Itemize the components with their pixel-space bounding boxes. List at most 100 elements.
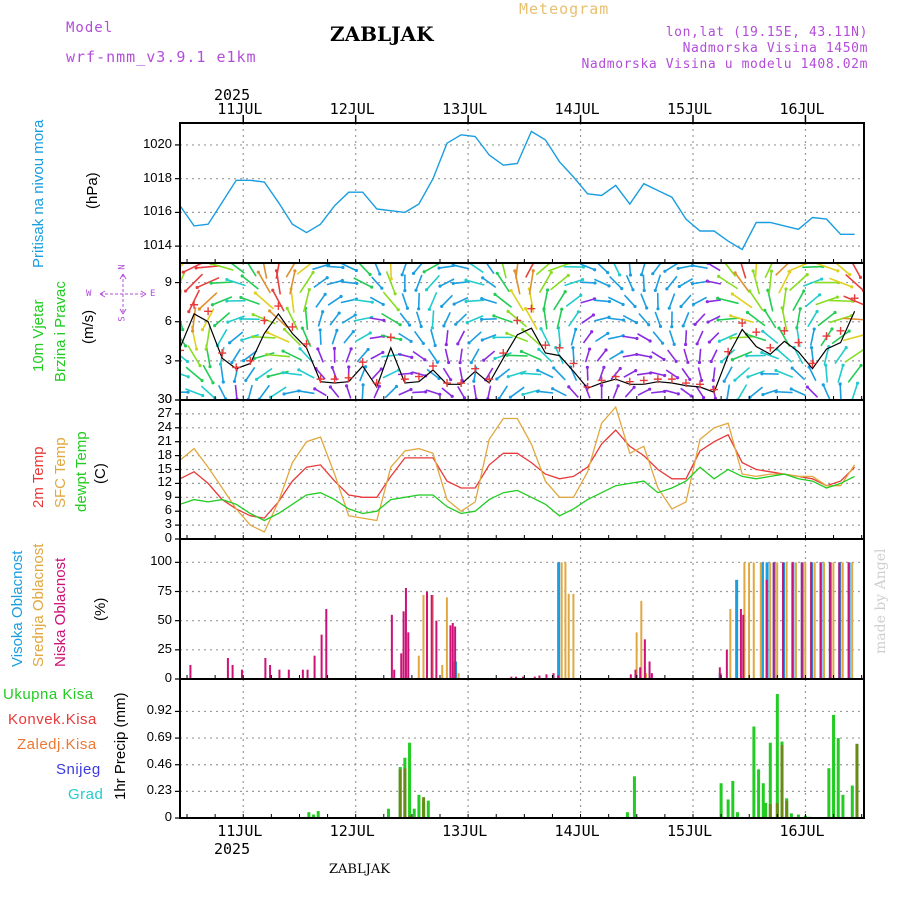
wind-gust-marker [330, 375, 339, 384]
wind-arrow [241, 275, 259, 290]
wind-arrow [762, 330, 779, 345]
day-label: 13JUL [442, 100, 488, 118]
cloud-bar [422, 595, 425, 679]
wind-arrow [608, 334, 624, 340]
cloud-bar [435, 620, 438, 679]
wind-arrow-head [833, 310, 837, 315]
wind-arrow [381, 312, 401, 326]
wind-arrow-head [663, 373, 667, 378]
wind-arrow-head [480, 296, 484, 301]
wind-arrow [553, 291, 566, 311]
wind-arrow [412, 263, 424, 274]
wind-arrow [680, 294, 692, 308]
cloud-bar [451, 623, 454, 679]
wind-arrow-head [688, 377, 692, 382]
wind-arrow [719, 332, 738, 342]
cloud-bar [810, 562, 813, 679]
footer-city: ZABLJAK [329, 862, 390, 877]
wind-arrow-head [653, 288, 657, 292]
ytick-label: 0.69 [146, 729, 172, 745]
wind-arrow [628, 263, 632, 276]
wind-arrow [842, 317, 864, 321]
wind-arrow [636, 372, 651, 376]
wind-arrow-head [628, 273, 633, 277]
ytick-label: 18 [157, 446, 172, 462]
wind-arrow-head [729, 314, 733, 318]
wind-arrow [796, 327, 801, 348]
wind-arrow [341, 314, 356, 324]
wind-arrow-head [480, 338, 484, 342]
year-label-top: 2025 [214, 86, 251, 104]
wind-arrow [205, 325, 211, 350]
wind-gust-marker [836, 326, 845, 335]
wind-arrow-head [649, 355, 653, 359]
wind-arrow [214, 312, 231, 327]
ytick-label: 6 [164, 312, 172, 328]
wind-arrow-head [761, 392, 765, 397]
wind-arrow-head [464, 278, 468, 282]
wind-arrow-head [670, 325, 674, 329]
wind-arrow [466, 314, 484, 324]
wind-arrow-head [606, 270, 610, 275]
cloud-bar [441, 665, 444, 679]
wind-arrow-head [379, 367, 383, 371]
wind-arrow [494, 293, 513, 308]
wind-arrow-head [769, 269, 774, 273]
wind-arrow-head [190, 329, 195, 333]
wind-arrow-head [676, 392, 680, 396]
wind-arrow [696, 330, 704, 345]
wind-arrow-head [381, 350, 385, 355]
cloud-bar [430, 595, 433, 679]
wind-gust-marker [274, 302, 283, 311]
wind-arrow-head [647, 323, 651, 327]
wind-arrow [607, 317, 624, 321]
wind-arrow-head [506, 309, 510, 313]
wind-arrow [749, 386, 764, 398]
cloud-bar [264, 658, 267, 679]
wind-gust-marker [372, 379, 381, 388]
wind-arrow-head [422, 270, 426, 274]
wind-arrow-head [361, 383, 365, 387]
ytick-label: 3 [164, 516, 172, 532]
wind-arrow-head [335, 328, 339, 332]
precip-bar [386, 808, 390, 818]
wind-arrow-head [437, 266, 441, 270]
wind-arrow-head [260, 254, 263, 257]
precip-bar [426, 800, 430, 818]
ytick-label: 0 [164, 809, 172, 824]
wind-arrow-head [458, 361, 462, 365]
cloud-bar [650, 673, 653, 679]
pressure-line [180, 130, 855, 251]
wind-arrow-head [579, 293, 583, 297]
wind-arrow [829, 277, 853, 288]
wind-arrow-head [493, 292, 497, 296]
wind-arrow [312, 263, 329, 271]
wind-gust-marker [653, 375, 662, 384]
cloud-bar [189, 665, 192, 679]
wind-arrow-head [493, 356, 497, 361]
wind-arrow [622, 335, 638, 340]
cloud-bar [404, 588, 407, 679]
wind-arrow [482, 277, 497, 288]
wind-arrow [369, 335, 384, 340]
wind-arrow-head [307, 287, 311, 292]
wind-arrow [481, 297, 497, 304]
wind-arrow-head [509, 288, 513, 293]
ytick-label: 0 [164, 530, 172, 545]
wind-arrow [283, 328, 301, 346]
wind-arrow-head [268, 309, 272, 313]
wind-gust-marker [597, 376, 606, 385]
wind-arrow [231, 348, 242, 363]
wind-arrow-head [321, 310, 325, 314]
wind-arrow [698, 348, 702, 363]
wind-arrow [525, 263, 535, 278]
wind-arrow [731, 293, 753, 309]
wind-arrow [470, 348, 480, 363]
wind-arrow-head [858, 275, 863, 280]
wind-arrow [775, 369, 794, 379]
wind-arrow-head [689, 394, 693, 398]
wind-arrow-head [821, 383, 825, 387]
wind-arrow-head [835, 295, 839, 299]
wind-arrow [754, 263, 758, 279]
wind-arrow [442, 367, 452, 381]
